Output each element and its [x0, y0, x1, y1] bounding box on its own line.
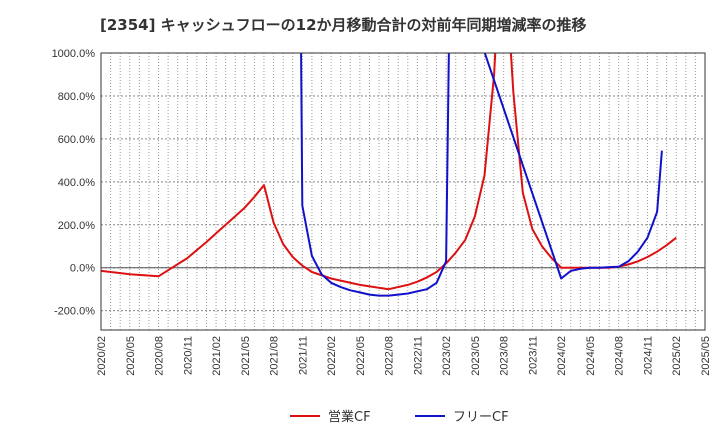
x-tick-label: 2020/11	[182, 336, 194, 375]
x-tick-label: 2021/02	[211, 336, 223, 376]
series-lines	[101, 53, 677, 297]
plot-frame	[100, 52, 706, 331]
y-tick-label: 400.0%	[58, 177, 96, 189]
grid	[101, 52, 705, 330]
legend: 営業CF フリーCF	[290, 409, 509, 425]
x-tick-label: 2020/08	[154, 336, 166, 376]
x-tick-label: 2025/02	[671, 336, 683, 376]
y-tick-label: 800.0%	[58, 91, 96, 103]
x-tick-label: 2023/02	[441, 336, 453, 376]
x-tick-label: 2021/11	[297, 336, 309, 375]
y-axis-ticks: -200.0% 0.0% 200.0% 400.0% 600.0% 800.0% 1000.…	[52, 48, 96, 318]
x-tick-label: 2022/08	[384, 336, 396, 376]
series-line-free-cf	[300, 53, 663, 297]
x-axis-ticks: 2020/02 2020/05 2020/08 2020/11 2021/02 2021/…	[96, 336, 712, 376]
chart-title: [2354] キャッシュフローの12か月移動合計の対前年同期増減率の推移	[100, 16, 587, 34]
x-tick-label: 2021/05	[240, 336, 252, 376]
x-tick-label: 2024/08	[614, 336, 626, 376]
x-tick-label: 2023/05	[470, 336, 482, 376]
x-tick-label: 2024/11	[642, 336, 654, 375]
x-tick-label: 2020/02	[96, 336, 108, 376]
x-tick-label: 2021/08	[269, 336, 281, 376]
x-tick-label: 2023/11	[527, 336, 539, 375]
x-tick-label: 2024/02	[556, 336, 568, 376]
y-tick-label: -200.0%	[54, 306, 95, 318]
x-tick-label: 2024/05	[585, 336, 597, 376]
y-tick-label: 200.0%	[58, 220, 96, 232]
x-tick-label: 2022/11	[412, 336, 424, 375]
x-tick-label: 2022/05	[355, 336, 367, 376]
x-tick-label: 2023/08	[499, 336, 511, 376]
y-tick-label: 1000.0%	[52, 48, 96, 60]
x-tick-label: 2020/05	[125, 336, 137, 376]
x-tick-label: 2025/05	[700, 336, 712, 376]
y-tick-label: 0.0%	[70, 263, 95, 275]
x-tick-label: 2022/02	[326, 336, 338, 376]
legend-label: フリーCF	[453, 410, 509, 425]
y-tick-label: 600.0%	[58, 134, 96, 146]
legend-label: 営業CF	[328, 409, 371, 425]
